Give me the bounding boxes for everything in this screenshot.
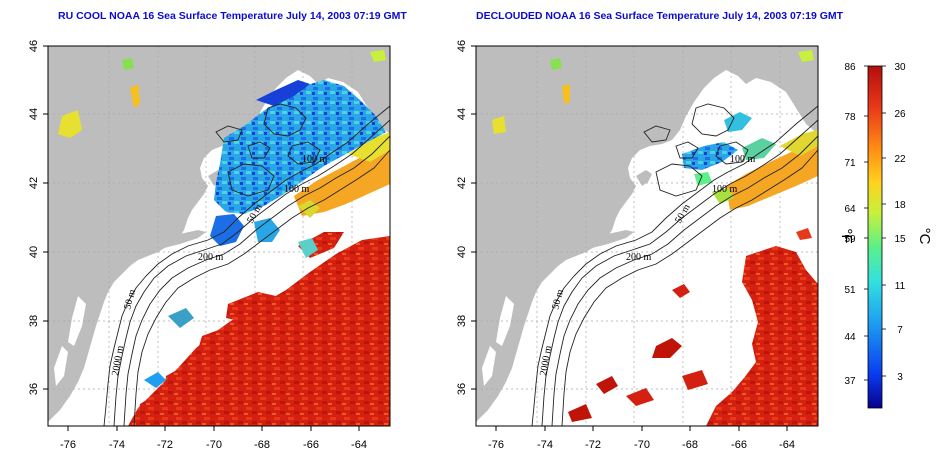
left-map: 200 m 100 m 100 m 50 m 50 m 2000 m [47, 45, 391, 427]
right-lat-tick-label: 44 [456, 108, 468, 120]
celsius-tick-label: 26 [894, 109, 906, 120]
contour-label-2000m: 2000 m [110, 345, 126, 377]
fahrenheit-tick-label: 37 [844, 376, 856, 387]
right-lon-tick-label: -72 [585, 439, 601, 451]
right-lon-tick-label: -64 [779, 439, 795, 451]
fahrenheit-tick-label: 78 [844, 112, 856, 123]
fahrenheit-tick-label: 64 [844, 204, 856, 215]
left-map-title: RU COOL NOAA 16 Sea Surface Temperature … [58, 10, 407, 22]
cool-water-region [214, 80, 386, 214]
colorbar: 86 78 71 64 59 51 44 37 30 26 22 18 15 11 7 3 °F °C [838, 62, 933, 409]
left-lat-tick-label: 46 [28, 40, 40, 52]
celsius-tick-label: 15 [894, 234, 906, 245]
right-lon-tick-label: -68 [682, 439, 698, 451]
right-map: 200 m 100 m 100 m 50 m 50 m 2000 m [475, 45, 819, 427]
left-lat-tick-label: 40 [28, 246, 40, 258]
fahrenheit-tick-label: 59 [844, 234, 856, 245]
celsius-tick-label: 11 [895, 281, 906, 292]
right-lat-tick-label: 36 [456, 383, 468, 395]
celsius-tick-label: 7 [897, 325, 903, 336]
left-lat-tick-label: 38 [28, 315, 40, 327]
right-lon-tick-label: -74 [537, 439, 553, 451]
contour-label-200m: 200 m [626, 252, 652, 263]
right-map-axes: 46 44 42 40 38 36 -76 -74 -72 -70 -68 -66 -64 [456, 40, 795, 451]
celsius-tick-label: 22 [894, 154, 906, 165]
contour-label-200m: 200 m [198, 252, 224, 263]
right-lon-tick-label: -66 [731, 439, 747, 451]
celsius-tick-label: 18 [894, 200, 906, 211]
left-lon-tick-label: -76 [60, 439, 76, 451]
contour-label-100m-a: 100 m [730, 154, 756, 165]
left-map-axes: 46 44 42 40 38 36 -76 -74 -72 -70 -68 -66 -64 [28, 40, 367, 451]
right-lon-tick-label: -76 [488, 439, 504, 451]
left-lat-tick-label: 42 [28, 177, 40, 189]
contour-label-2000m: 2000 m [538, 345, 554, 377]
right-map-title: DECLOUDED NOAA 16 Sea Surface Temperatur… [476, 10, 844, 22]
fahrenheit-tick-label: 44 [844, 332, 856, 343]
contour-label-50m-b: 50 m [550, 288, 566, 311]
warm-water-region [706, 246, 818, 426]
right-lat-tick-label: 46 [456, 40, 468, 52]
left-lon-tick-label: -72 [157, 439, 173, 451]
fahrenheit-tick-label: 71 [844, 158, 856, 169]
right-lat-tick-label: 40 [456, 246, 468, 258]
left-lat-tick-label: 36 [28, 383, 40, 395]
right-lat-tick-label: 42 [456, 177, 468, 189]
contour-label-100m-b: 100 m [284, 184, 310, 195]
fahrenheit-tick-label: 51 [844, 285, 856, 296]
right-lon-tick-label: -70 [634, 439, 650, 451]
contour-label-100m-b: 100 m [712, 184, 738, 195]
celsius-tick-label: 3 [897, 372, 903, 383]
right-lat-tick-label: 38 [456, 315, 468, 327]
colorbar-gradient [867, 65, 883, 409]
celsius-unit-label: °C [916, 228, 933, 245]
fahrenheit-tick-label: 86 [844, 62, 856, 73]
left-lon-tick-label: -68 [254, 439, 270, 451]
left-lat-tick-label: 44 [28, 108, 40, 120]
left-lon-tick-label: -74 [109, 439, 125, 451]
contour-label-100m-a: 100 m [302, 154, 328, 165]
left-lon-tick-label: -64 [351, 439, 367, 451]
fahrenheit-unit-label: °F [838, 228, 855, 243]
celsius-tick-label: 30 [894, 62, 906, 73]
left-lon-tick-label: -66 [303, 439, 319, 451]
contour-label-50m-b: 50 m [122, 288, 138, 311]
left-lon-tick-label: -70 [206, 439, 222, 451]
